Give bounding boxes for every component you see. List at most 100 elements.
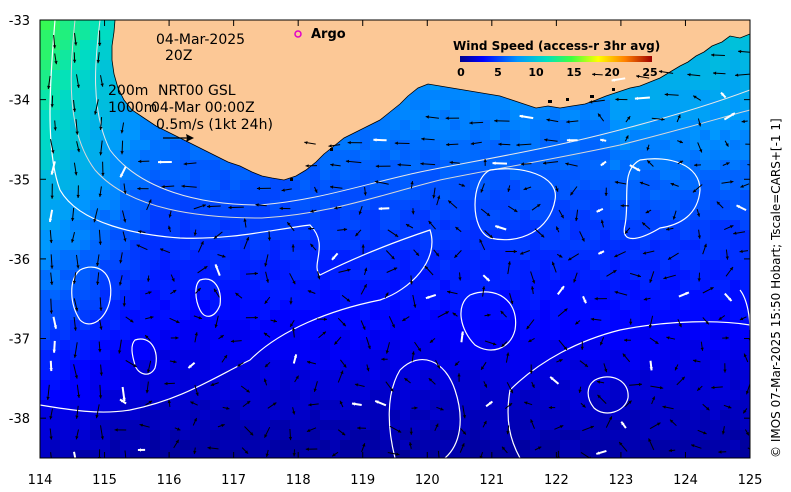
field-cell [170, 250, 181, 261]
field-cell [380, 140, 391, 151]
field-cell [210, 360, 221, 371]
field-cell [170, 190, 181, 201]
x-axis: 114 115 116 117 118 119 120 121 122 123 … [28, 473, 763, 488]
field-cell [700, 430, 711, 441]
field-cell [110, 440, 121, 451]
field-cell [200, 250, 211, 261]
field-cell [730, 400, 741, 411]
field-cell [240, 230, 251, 241]
field-cell [210, 250, 221, 261]
field-cell [400, 240, 411, 251]
field-cell [630, 90, 641, 101]
field-cell [380, 390, 391, 401]
field-cell [490, 110, 501, 121]
field-cell [440, 260, 451, 271]
field-cell [470, 280, 481, 291]
field-cell [500, 290, 511, 301]
current-vector [641, 222, 651, 230]
field-cell [430, 250, 441, 261]
field-cell [420, 140, 431, 151]
field-cell [510, 430, 521, 441]
field-cell [410, 250, 421, 261]
current-vector [213, 288, 220, 298]
field-cell [580, 450, 591, 458]
field-cell [400, 330, 411, 341]
field-cell [420, 370, 431, 381]
field-cell [730, 60, 741, 71]
field-cell [350, 370, 361, 381]
field-cell [360, 170, 371, 181]
field-cell [220, 410, 231, 421]
field-cell [270, 190, 281, 201]
current-vector [170, 274, 175, 282]
field-cell [520, 150, 531, 161]
field-cell [550, 410, 561, 421]
field-cell [600, 220, 611, 231]
field-cell [100, 250, 111, 261]
current-vector [677, 160, 684, 165]
field-cell [340, 440, 351, 451]
current-vector [114, 428, 127, 432]
field-cell [610, 150, 621, 161]
field-cell [150, 160, 161, 171]
current-vector [542, 161, 559, 165]
field-cell [380, 210, 391, 221]
field-cell [140, 210, 151, 221]
field-cell [480, 360, 491, 371]
field-cell [540, 300, 551, 311]
field-cell [40, 450, 51, 458]
field-cell [240, 250, 251, 261]
field-cell [510, 400, 521, 411]
current-vector [459, 443, 465, 453]
field-cell [460, 160, 471, 171]
field-cell [520, 430, 531, 441]
field-cell [630, 380, 641, 391]
field-cell [670, 110, 681, 121]
field-cell [370, 390, 381, 401]
field-cell [260, 220, 271, 231]
field-cell [40, 250, 51, 261]
field-cell [80, 370, 91, 381]
field-cell [130, 280, 141, 291]
field-cell [240, 170, 251, 181]
field-cell [240, 390, 251, 401]
current-vector [412, 294, 417, 308]
field-cell [390, 180, 401, 191]
vector-scale-label: 0.5m/s (1kt 24h) [156, 117, 273, 133]
field-cell [360, 300, 371, 311]
field-cell [220, 260, 231, 271]
field-cell [520, 180, 531, 191]
field-cell [380, 170, 391, 181]
field-cell [390, 140, 401, 151]
field-cell [360, 320, 371, 331]
field-cell [300, 430, 311, 441]
field-cell [610, 290, 621, 301]
field-cell [670, 320, 681, 331]
field-cell [400, 310, 411, 321]
field-cell [460, 400, 471, 411]
current-vector [483, 381, 488, 388]
field-cell [730, 430, 741, 441]
field-cell [130, 210, 141, 221]
field-cell [90, 160, 101, 171]
field-cell [480, 220, 491, 231]
current-vector [73, 342, 78, 358]
field-cell [320, 390, 331, 401]
field-cell [100, 260, 111, 271]
field-cell [40, 210, 51, 221]
field-cell [50, 300, 61, 311]
field-cell [700, 300, 711, 311]
field-cell [180, 160, 191, 171]
field-cell [40, 270, 51, 281]
current-vector [455, 226, 462, 233]
field-cell [680, 430, 691, 441]
field-cell [720, 250, 731, 261]
field-cell [110, 390, 121, 401]
field-cell [160, 420, 171, 431]
field-cell [720, 300, 731, 311]
field-cell [270, 230, 281, 241]
field-cell [630, 180, 641, 191]
field-cell [160, 440, 171, 451]
field-cell [80, 380, 91, 391]
field-cell [610, 130, 621, 141]
